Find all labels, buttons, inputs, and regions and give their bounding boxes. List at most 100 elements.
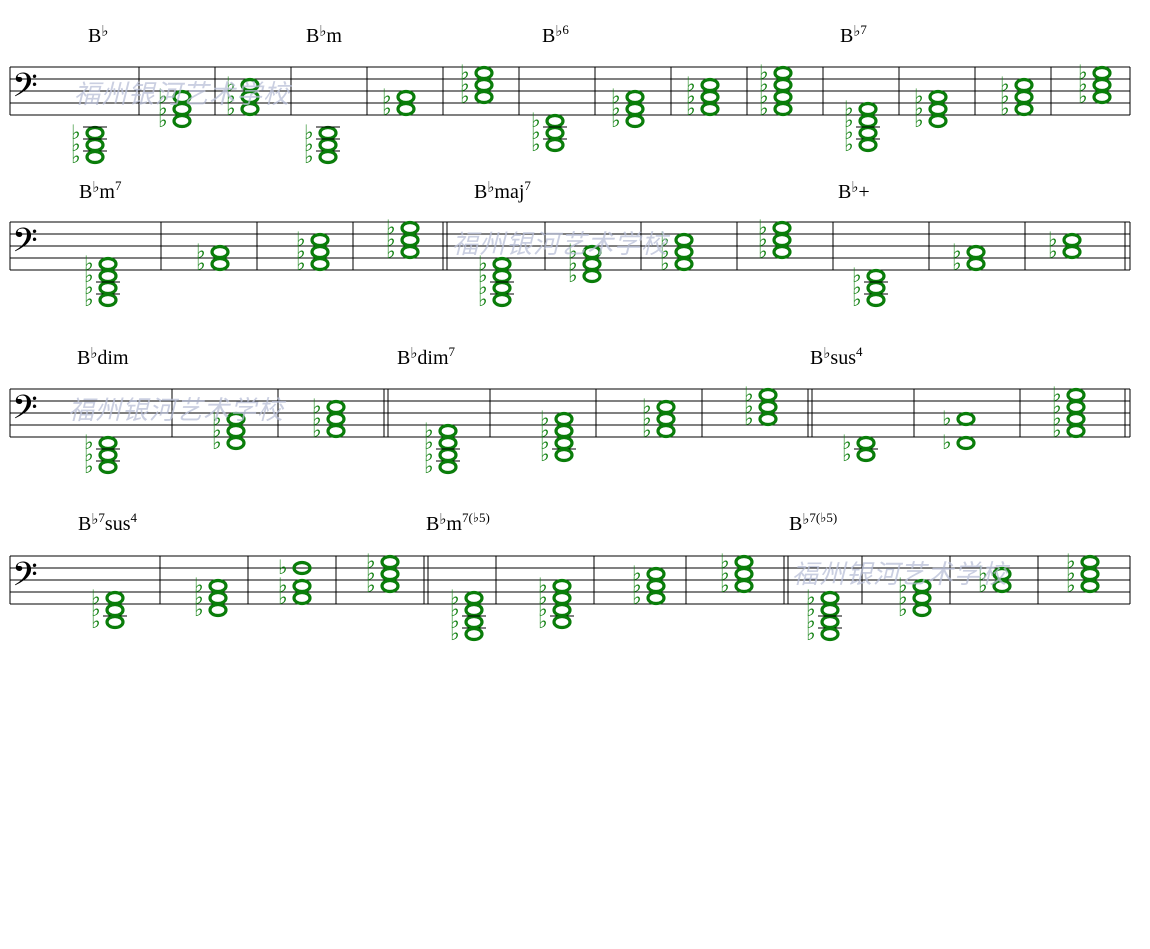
flat-sign-icon: ♭	[611, 108, 620, 132]
whole-note-head	[1080, 578, 1100, 594]
flat-sign-icon: ♭	[366, 573, 375, 597]
whole-note-head	[552, 602, 572, 618]
whole-note-head	[625, 89, 645, 105]
whole-note-head	[1062, 244, 1082, 260]
chord-name-bbm7b5: B♭m7(♭5)	[426, 510, 490, 535]
whole-note-head	[866, 268, 886, 284]
flat-sign-icon: ♭	[538, 573, 547, 597]
flat-sign-icon: ♭	[744, 382, 753, 406]
whole-note-head	[928, 101, 948, 117]
whole-note-head	[866, 280, 886, 296]
flat-sign-icon: ♭	[158, 84, 167, 108]
flat-sign-icon: ♭	[1078, 60, 1087, 84]
flat-sign-icon: ♭	[386, 215, 395, 239]
whole-note-head	[226, 423, 246, 439]
whole-note-head	[552, 590, 572, 606]
flat-sign-icon: ♭	[1048, 239, 1057, 263]
whole-note-head	[700, 101, 720, 117]
flat-sign-icon: ♭	[478, 275, 487, 299]
watermark: 福州银河艺术学校	[68, 396, 285, 426]
flat-sign-icon: ♭	[460, 60, 469, 84]
whole-note-head	[773, 77, 793, 93]
flat-sign-icon: ♭	[424, 430, 433, 454]
flat-sign-icon: ♭	[642, 418, 651, 442]
whole-note-head	[1066, 411, 1086, 427]
flat-sign-icon: ♭	[382, 96, 391, 120]
whole-note-head	[820, 614, 840, 630]
whole-note-head	[1092, 89, 1112, 105]
flat-sign-icon: ♭	[914, 84, 923, 108]
flat-sign-icon: ♭	[660, 251, 669, 275]
whole-note-head	[554, 423, 574, 439]
chord-name-bbaug: B♭+	[838, 180, 870, 203]
flat-sign-icon: ♭	[568, 251, 577, 275]
whole-note-head	[380, 566, 400, 582]
flat-sign-icon: ♭	[531, 108, 540, 132]
whole-note-head	[105, 590, 125, 606]
flat-sign-icon: ♭	[632, 585, 641, 609]
whole-note-head	[310, 232, 330, 248]
flat-sign-icon: ♭	[759, 96, 768, 120]
flat-sign-icon: ♭	[686, 72, 695, 96]
whole-note-head	[700, 89, 720, 105]
flat-sign-icon: ♭	[366, 561, 375, 585]
flat-sign-icon: ♭	[842, 442, 851, 466]
flat-sign-icon: ♭	[424, 454, 433, 478]
flat-sign-icon: ♭	[304, 144, 313, 168]
whole-note-head	[912, 590, 932, 606]
flat-sign-icon: ♭	[540, 442, 549, 466]
flat-sign-icon: ♭	[1052, 394, 1061, 418]
flat-sign-icon: ♭	[758, 215, 767, 239]
whole-note-head	[492, 280, 512, 296]
whole-note-head	[474, 77, 494, 93]
flat-sign-icon: ♭	[759, 84, 768, 108]
whole-note-head	[552, 614, 572, 630]
flat-sign-icon: ♭	[1078, 72, 1087, 96]
whole-note-head	[674, 232, 694, 248]
whole-note-head	[1092, 65, 1112, 81]
whole-note-head	[858, 101, 878, 117]
whole-note-head	[98, 256, 118, 272]
flat-sign-icon: ♭	[278, 585, 287, 609]
whole-note-head	[98, 280, 118, 296]
flat-sign-icon: ♭	[852, 263, 861, 287]
flat-sign-icon: ♭	[531, 120, 540, 144]
whole-note-head	[464, 590, 484, 606]
whole-note-head	[105, 614, 125, 630]
whole-note-head	[326, 399, 346, 415]
whole-note-head	[1014, 101, 1034, 117]
flat-sign-icon: ♭	[386, 227, 395, 251]
whole-note-head	[438, 435, 458, 451]
whole-note-head	[856, 447, 876, 463]
flat-sign-icon: ♭	[91, 585, 100, 609]
whole-note-head	[734, 566, 754, 582]
flat-sign-icon: ♭	[744, 406, 753, 430]
flat-sign-icon: ♭	[540, 430, 549, 454]
whole-note-head	[554, 435, 574, 451]
whole-note-head	[646, 590, 666, 606]
flat-sign-icon: ♭	[386, 239, 395, 263]
flat-sign-icon: ♭	[194, 585, 203, 609]
whole-note-head	[464, 614, 484, 630]
whole-note-head	[734, 554, 754, 570]
chord-name-bb7b5: B♭7(♭5)	[789, 510, 838, 535]
flat-sign-icon: ♭	[158, 96, 167, 120]
flat-sign-icon: ♭	[84, 263, 93, 287]
whole-note-head	[474, 89, 494, 105]
chord-name-bbm: B♭m	[306, 24, 342, 47]
whole-note-head	[438, 459, 458, 475]
whole-note-head	[380, 554, 400, 570]
whole-note-head	[98, 459, 118, 475]
whole-note-head	[1080, 566, 1100, 582]
flat-sign-icon: ♭	[759, 72, 768, 96]
whole-note-head	[966, 244, 986, 260]
whole-note-head	[552, 578, 572, 594]
flat-sign-icon: ♭	[660, 227, 669, 251]
flat-sign-icon: ♭	[424, 418, 433, 442]
flat-sign-icon: ♭	[278, 555, 287, 579]
flat-sign-icon: ♭	[312, 406, 321, 430]
flat-sign-icon: ♭	[366, 549, 375, 573]
whole-note-head	[98, 292, 118, 308]
whole-note-head	[208, 578, 228, 594]
flat-sign-icon: ♭	[806, 597, 815, 621]
